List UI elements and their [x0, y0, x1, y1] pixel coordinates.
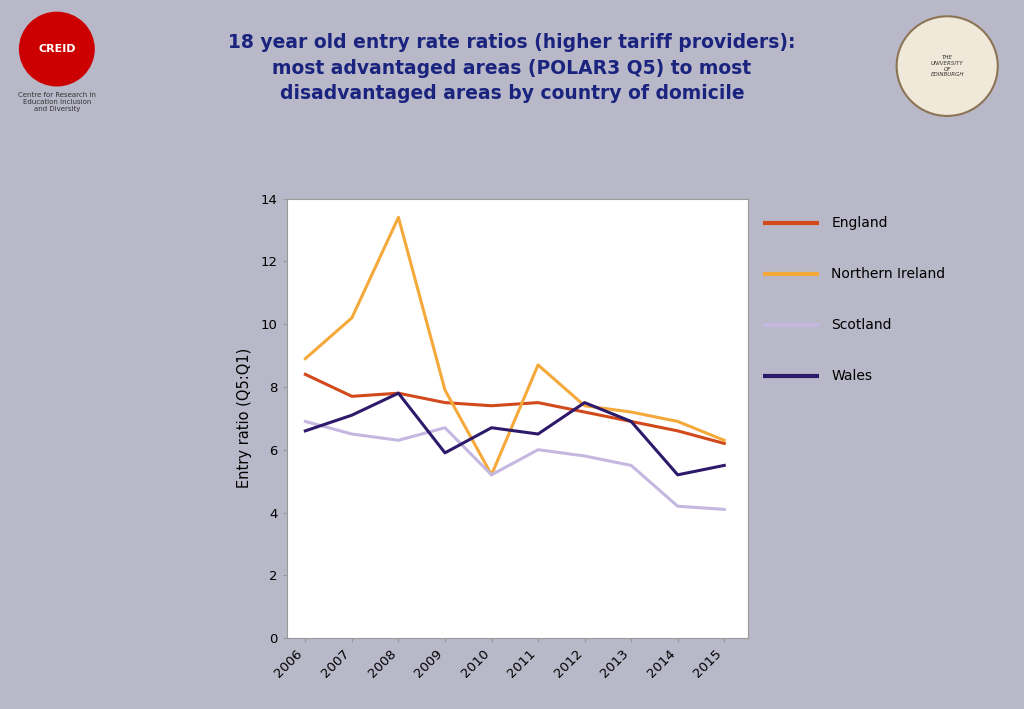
Text: Centre for Research in
Education Inclusion
and Diversity: Centre for Research in Education Inclusi… [17, 91, 96, 111]
Text: Scotland: Scotland [831, 318, 892, 333]
Text: THE
UNIVERSITY
OF
EDINBURGH: THE UNIVERSITY OF EDINBURGH [931, 55, 964, 77]
Text: CREID: CREID [38, 44, 76, 54]
Y-axis label: Entry ratio (Q5:Q1): Entry ratio (Q5:Q1) [238, 348, 252, 489]
Text: Wales: Wales [831, 369, 872, 384]
Text: 18 year old entry rate ratios (higher tariff providers):
most advantaged areas (: 18 year old entry rate ratios (higher ta… [228, 33, 796, 104]
Text: England: England [831, 216, 888, 230]
Text: Northern Ireland: Northern Ireland [831, 267, 945, 281]
Circle shape [897, 16, 997, 116]
Circle shape [19, 12, 94, 86]
